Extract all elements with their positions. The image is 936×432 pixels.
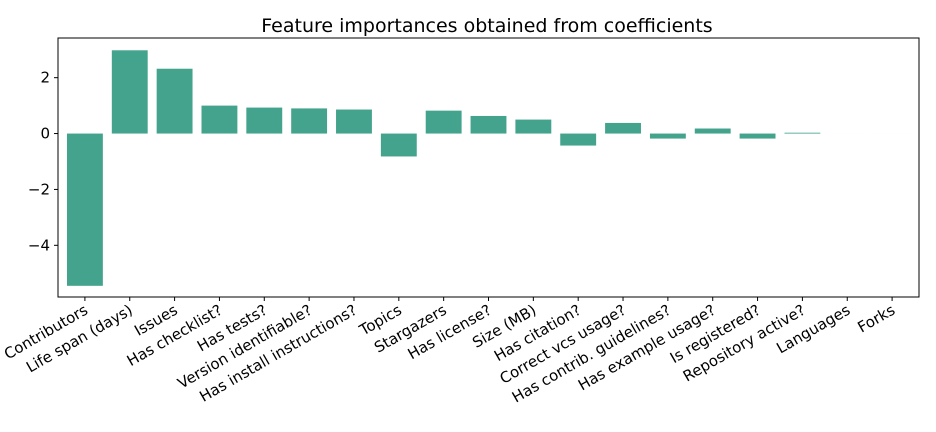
bar <box>649 133 686 139</box>
x-tick-label: Forks <box>854 301 898 337</box>
bar <box>201 105 238 134</box>
chart-title: Feature importances obtained from coeffi… <box>261 15 712 37</box>
bar <box>694 128 731 134</box>
bar <box>739 133 776 139</box>
bar <box>560 133 597 146</box>
y-tick-label: −2 <box>28 180 50 198</box>
bar <box>246 107 283 134</box>
bar <box>605 122 641 134</box>
bar <box>111 50 148 134</box>
y-tick-label: 0 <box>40 125 50 143</box>
bar <box>156 68 193 134</box>
y-axis: −4 −2 0 2 <box>28 69 58 254</box>
bar <box>336 109 372 134</box>
y-tick-label: 2 <box>40 69 50 87</box>
bar <box>470 115 507 134</box>
bar <box>291 108 328 134</box>
bars-group <box>66 50 911 286</box>
bar <box>425 110 462 134</box>
bar <box>380 133 417 157</box>
bar <box>66 133 103 286</box>
bar <box>515 119 552 134</box>
y-tick-label: −4 <box>28 236 50 254</box>
bar <box>784 132 821 134</box>
